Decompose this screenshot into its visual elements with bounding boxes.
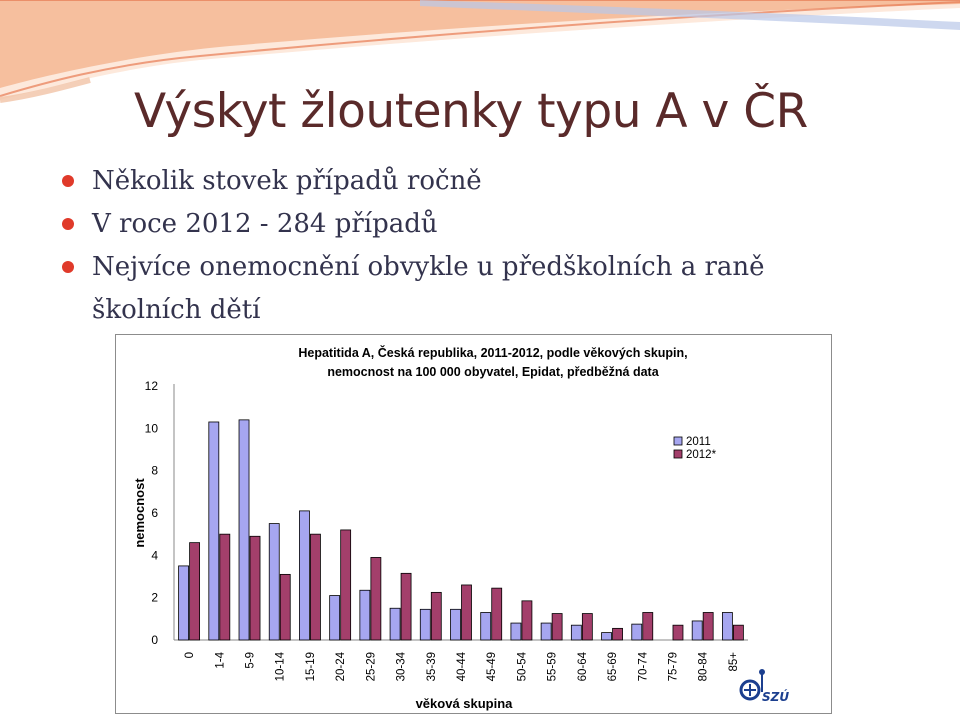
bar-2011-20-24 [329,595,341,641]
bar-2011-0 [178,565,190,641]
chart-container: Hepatitida A, Česká republika, 2011-2012… [115,334,832,714]
y-tick-label: 4 [151,548,158,562]
bar-2011-65-69 [601,632,612,641]
y-axis-label: nemocnost [132,478,147,548]
chart-title-line: nemocnost na 100 000 obyvatel, Epidat, p… [327,365,659,379]
decorative-header-waves [0,0,960,103]
chart-title-line: Hepatitida A, Česká republika, 2011-2012… [298,345,687,360]
x-tick-label: 35-39 [426,652,438,681]
bar-2011-35-39 [419,608,431,641]
bar-2011-55-59 [540,622,552,641]
bar-2011-10-14 [268,523,280,641]
legend-swatch [673,449,683,459]
x-tick-label: 70-74 [637,651,649,681]
bar-2011-40-44 [450,608,461,641]
bar-2011-25-29 [359,589,371,641]
szu-logo-icon [739,669,765,701]
bar-2012-0 [189,542,201,641]
x-tick-label: 1-4 [214,651,226,668]
bullet-text: Několik stovek případů ročně [92,166,482,196]
bar-2011-60-64 [570,624,582,641]
x-tick-label: 40-44 [456,651,468,681]
x-tick-label: 55-59 [547,652,559,681]
bar-2012-35-39 [430,591,442,641]
x-axis-label: věková skupina [416,696,514,711]
slide-title: Výskyt žloutenky typu A v ČR [134,84,808,139]
bullet-dot-icon [62,175,74,187]
bullet-item: Několik stovek případů ročně [62,160,862,203]
y-tick-label: 8 [151,464,158,478]
bar-2011-5-9 [238,419,250,641]
bar-2012-15-19 [310,533,321,641]
bar-2012-1-4 [219,533,231,641]
bar-2012-25-29 [370,557,382,641]
bar-2012-45-49 [491,587,503,641]
x-tick-label: 60-64 [577,651,589,681]
x-tick-label: 80-84 [698,651,710,681]
bar-2012-85+ [732,624,744,641]
x-tick-label: 25-29 [365,652,377,681]
y-tick-label: 2 [151,591,158,605]
bullet-item: Nejvíce onemocnění obvykle u předškolníc… [62,246,862,332]
x-tick-label: 45-49 [486,652,498,681]
bar-2012-50-54 [521,600,533,641]
x-tick-label: 75-79 [667,652,679,681]
bar-2012-80-84 [702,612,714,641]
bar-2011-15-19 [299,510,310,641]
bullet-dot-icon [62,261,74,273]
bullet-item: V roce 2012 - 284 případů [62,203,862,246]
bar-2011-85+ [721,612,733,641]
bar-2012-70-74 [642,612,654,641]
x-tick-label: 50-54 [516,651,528,681]
x-tick-label: 30-34 [396,651,408,681]
x-tick-label: 15-19 [305,652,317,681]
x-tick-label: 0 [184,652,196,658]
logo-text: SZÚ [762,690,790,704]
y-tick-label: 10 [145,421,159,435]
x-tick-label: 20-24 [335,651,347,681]
bar-2012-65-69 [612,627,623,641]
bar-2012-5-9 [249,535,261,641]
bar-2012-55-59 [551,613,563,641]
legend-label: 2012* [686,449,717,461]
bar-2012-60-64 [581,613,593,641]
y-tick-label: 12 [145,379,159,393]
y-tick-label: 6 [151,506,158,520]
bar-2011-50-54 [510,622,522,641]
bullet-text: V roce 2012 - 284 případů [92,209,438,239]
bullet-list: Několik stovek případů ročně V roce 2012… [62,160,862,332]
bar-2011-45-49 [480,612,492,641]
bar-2011-80-84 [691,620,703,641]
bar-2012-75-79 [672,624,684,641]
x-tick-label: 5-9 [245,652,257,669]
x-tick-label: 10-14 [275,651,287,681]
bar-2011-1-4 [208,421,220,641]
bullet-dot-icon [62,218,74,230]
bar-2012-40-44 [461,584,472,641]
bullet-text: Nejvíce onemocnění obvykle u předškolníc… [92,252,765,325]
bar-2011-70-74 [631,623,643,641]
x-tick-label: 85+ [728,652,740,672]
y-tick-label: 0 [151,633,158,647]
bar-2012-10-14 [279,573,291,641]
legend-label: 2011 [686,436,711,448]
bar-2012-20-24 [340,529,352,641]
bar-chart: Hepatitida A, Česká republika, 2011-2012… [132,345,748,711]
legend-swatch [673,436,683,446]
bar-2012-30-34 [400,572,412,641]
x-tick-label: 65-69 [607,652,619,681]
bar-2011-30-34 [389,607,401,641]
